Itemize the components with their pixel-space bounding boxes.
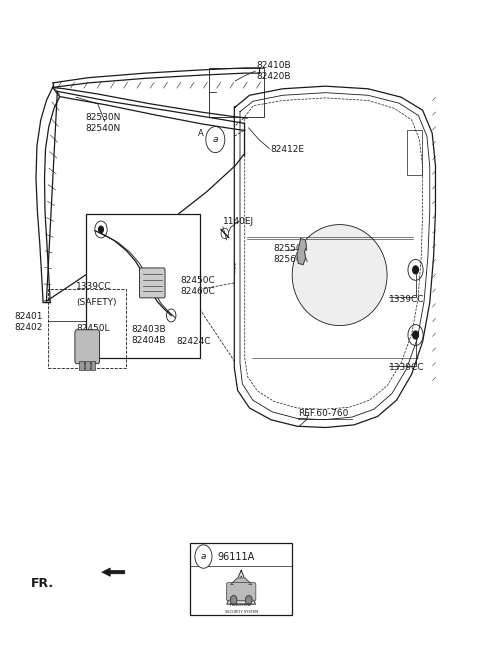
Ellipse shape (292, 225, 387, 326)
Text: 82450C
82460C: 82450C 82460C (180, 276, 216, 296)
Text: 96111A: 96111A (218, 551, 255, 562)
Text: (SAFETY): (SAFETY) (76, 298, 117, 307)
Bar (408, 130, 422, 175)
Text: a: a (201, 552, 206, 561)
Circle shape (413, 331, 419, 339)
Circle shape (206, 127, 225, 152)
Text: a: a (213, 135, 218, 144)
FancyBboxPatch shape (139, 268, 165, 298)
Polygon shape (231, 578, 252, 585)
Text: 82412E: 82412E (271, 145, 305, 154)
Text: 82450L: 82450L (76, 324, 110, 333)
Text: 1339CC: 1339CC (389, 363, 425, 372)
Text: 82410B
82420B: 82410B 82420B (257, 61, 291, 81)
Text: 82424C: 82424C (176, 337, 210, 346)
Text: REF.60-760: REF.60-760 (298, 409, 348, 418)
Text: SECURITY SYSTEM: SECURITY SYSTEM (225, 610, 258, 614)
Text: A: A (198, 129, 204, 137)
Text: 96111A: 96111A (257, 563, 294, 573)
Bar (190, 543, 292, 615)
Bar (209, 68, 264, 117)
Circle shape (413, 266, 419, 274)
FancyBboxPatch shape (227, 583, 256, 600)
Bar (48, 290, 126, 367)
Bar (85, 361, 90, 369)
Text: 82530N
82540N: 82530N 82540N (86, 113, 121, 133)
Text: 82550B
82560A: 82550B 82560A (273, 244, 308, 263)
Text: FR.: FR. (31, 578, 54, 591)
Text: 1339CC: 1339CC (389, 295, 425, 304)
FancyBboxPatch shape (75, 330, 99, 364)
Bar (79, 361, 84, 369)
Polygon shape (227, 570, 255, 604)
Text: 82403B
82404B: 82403B 82404B (131, 325, 166, 345)
Text: 1339CC: 1339CC (76, 282, 112, 290)
Bar (86, 214, 200, 358)
Polygon shape (297, 238, 306, 265)
Bar (91, 361, 96, 369)
Circle shape (98, 226, 103, 233)
Circle shape (245, 596, 252, 604)
Circle shape (195, 545, 212, 568)
Circle shape (230, 596, 237, 604)
Text: POWERED: POWERED (230, 603, 252, 607)
Text: 82401
82402: 82401 82402 (14, 312, 43, 332)
Text: 1140EJ: 1140EJ (223, 217, 254, 225)
